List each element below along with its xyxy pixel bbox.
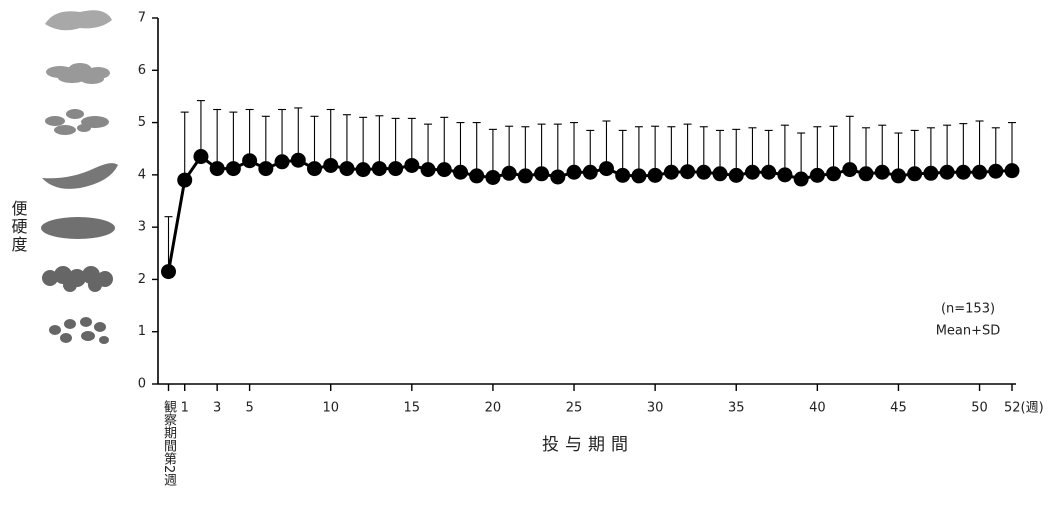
icon-1 [49,317,109,344]
x-tick-label: 35 [728,401,745,416]
marker [826,166,842,182]
x-tick-label: 10 [322,401,339,416]
marker [728,167,744,183]
marker [371,161,387,177]
icon-6 [46,63,110,84]
x-tick-label: 5 [245,401,253,416]
marker [842,162,858,178]
marker [566,164,582,180]
marker [323,157,339,173]
marker [1004,163,1020,179]
marker [177,172,193,188]
marker [534,166,550,182]
marker [485,169,501,185]
x-axis-title: 投与期間 [542,435,634,455]
marker [972,164,988,180]
marker [388,161,404,177]
marker [582,164,598,180]
marker [615,167,631,183]
marker [161,264,176,280]
marker [793,171,809,187]
x-tick-label: 25 [566,401,583,416]
x-tick-label: 30 [647,401,664,416]
marker [290,152,306,168]
marker [242,153,258,169]
marker [923,165,939,181]
marker [517,168,533,184]
marker [274,154,290,170]
marker [306,161,322,177]
y-tick-label: 7 [138,11,146,26]
x-tick-label: 52(週) [1004,401,1044,416]
marker [696,164,712,180]
y-tick-label: 2 [138,272,146,287]
marker [225,161,241,177]
marker [452,164,468,180]
y-tick-label: 3 [138,220,146,235]
annotation: (n=153) [941,302,995,317]
marker [874,164,890,180]
y-axis-title: 便硬度 [9,200,28,254]
y-tick-label: 6 [138,63,146,78]
marker [809,167,825,183]
y-tick-label: 1 [138,324,146,339]
annotation: Mean+SD [936,324,1001,339]
x-tick-label: 40 [809,401,826,416]
x-tick-label: 45 [890,401,907,416]
icon-2 [42,266,113,292]
marker [355,162,371,178]
y-tick-label: 5 [138,115,146,130]
x-tick-label: 50 [971,401,988,416]
marker [404,157,420,173]
x-tick-label: 20 [485,401,502,416]
marker [663,164,679,180]
marker [598,161,614,177]
marker [907,166,923,182]
y-tick-label: 0 [138,377,146,392]
x-tick-label: 3 [213,401,221,416]
marker [744,164,760,180]
marker [209,161,225,177]
marker [631,168,647,184]
marker [258,161,274,177]
marker [712,166,728,182]
marker [469,168,485,184]
icon-4 [42,163,118,189]
marker [777,167,793,183]
marker [680,164,696,180]
marker [339,161,355,177]
marker [501,165,517,181]
marker [420,162,436,178]
icon-3 [41,217,115,239]
marker [890,168,906,184]
stool-icons [41,10,118,344]
marker [193,149,209,165]
marker [988,163,1004,179]
marker [550,169,566,185]
icon-7 [45,10,112,31]
y-tick-label: 4 [138,167,146,182]
marker [939,164,955,180]
marker [858,166,874,182]
x-tick-label: 15 [404,401,421,416]
x-tick-label: 1 [181,401,189,416]
marker [436,162,452,178]
marker [761,164,777,180]
icon-5 [45,109,109,135]
x-tick-label: 観察期間第2週 [161,400,177,487]
marker [647,167,663,183]
marker [955,164,971,180]
